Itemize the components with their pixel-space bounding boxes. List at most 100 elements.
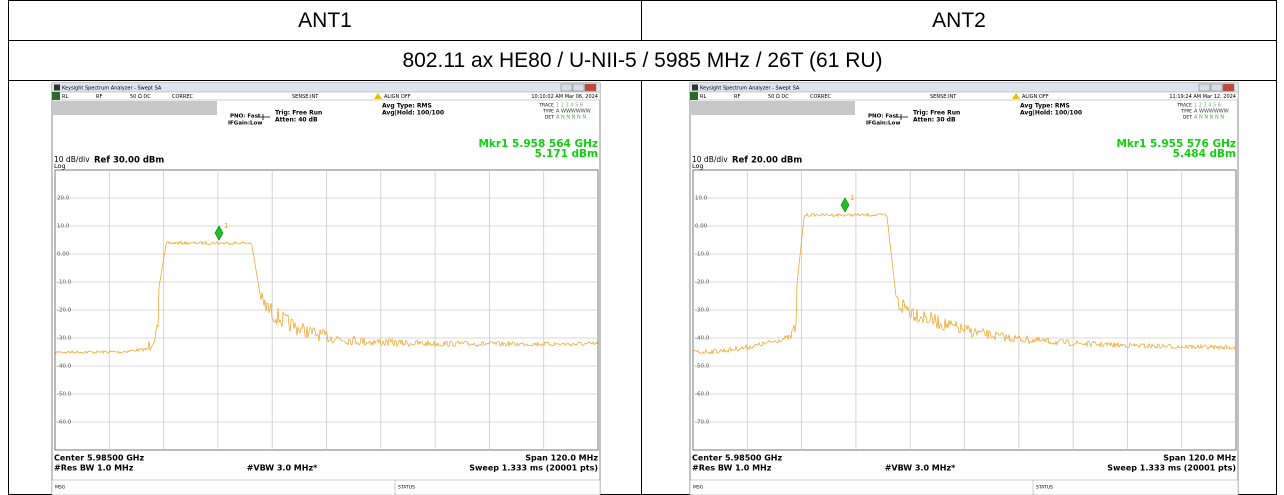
marker-diamond — [214, 225, 224, 241]
window-button — [1210, 83, 1223, 92]
y-tick-label: -10.0 — [695, 252, 710, 258]
window-button — [1222, 83, 1235, 92]
screen-text: Ref 20.00 dBm — [732, 156, 802, 166]
screen-text: SENSE:INT — [930, 94, 957, 100]
app-icon — [692, 84, 698, 91]
screen-text: TRACE — [538, 103, 554, 109]
screen-text: RL — [62, 94, 68, 100]
window-button — [1198, 83, 1211, 92]
marker-id: 1 — [850, 194, 854, 202]
screen-text: 10 dB/div — [692, 155, 728, 164]
screen-text: 50 Ω DC — [768, 94, 789, 100]
screen-text: Sweep 1.333 ms (20001 pts) — [1107, 464, 1236, 473]
screen-text: Avg Type: RMS — [382, 103, 432, 110]
y-tick-label: 0.00 — [695, 224, 708, 230]
y-tick-label: -50.0 — [57, 392, 72, 398]
screen-text: Trig: Free Run — [275, 110, 322, 117]
screen-text: A WWWWWW — [1194, 109, 1229, 115]
screen-text: Log — [692, 162, 704, 170]
app-icon — [54, 84, 60, 91]
analyzer-screen: Keysight Spectrum Analyzer - Swept SA RL R… — [689, 82, 1239, 495]
screen-text: DET — [545, 115, 554, 121]
screen-text: Span 120.0 MHz — [1163, 454, 1236, 463]
marker-id: 1 — [224, 222, 228, 230]
y-tick-label: -10.0 — [57, 280, 72, 286]
y-tick-label: -40.0 — [57, 364, 72, 370]
trig-icon — [257, 114, 270, 120]
rl-box — [52, 92, 60, 100]
screen-text: A WWWWWW — [556, 109, 591, 115]
screen-text: #VBW 3.0 MHz* — [247, 464, 318, 473]
screen-text: #Res BW 1.0 MHz — [692, 464, 772, 473]
y-tick-label: -30.0 — [695, 308, 710, 314]
status-bar — [689, 479, 1239, 495]
window-title: Keysight Spectrum Analyzer - Swept SA — [700, 86, 800, 92]
screen-text: 50 Ω DC — [130, 94, 151, 100]
screen-text: Log — [54, 162, 66, 170]
warning-icon — [374, 93, 382, 99]
y-tick-label: 10.0 — [695, 196, 708, 202]
screen-text: Mkr1 5.958 564 GHz — [478, 138, 598, 150]
y-tick-label: -50.0 — [695, 364, 710, 370]
screen-text: RF — [734, 94, 740, 100]
screen-text: STATUS — [398, 485, 415, 491]
window-title: Keysight Spectrum Analyzer - Swept SA — [62, 86, 162, 92]
screen-text: SENSE:INT — [292, 94, 319, 100]
trace — [692, 212, 1237, 355]
window-button — [584, 83, 597, 92]
screen-text: Center 5.98500 GHz — [54, 454, 144, 463]
screen-text: Mkr1 5.955 576 GHz — [1116, 138, 1236, 150]
screen-text: 1 2 3 4 5 6 — [1194, 103, 1221, 109]
screen-text: A N N N N N — [1194, 115, 1224, 121]
y-tick-label: 10.0 — [57, 224, 70, 230]
screen-text: RF — [96, 94, 102, 100]
y-tick-label: -60.0 — [57, 420, 72, 426]
screen-text: CORREC — [172, 94, 194, 100]
y-tick-label: -20.0 — [695, 280, 710, 286]
y-tick-label: 0.00 — [57, 252, 70, 258]
screen-text: #VBW 3.0 MHz* — [885, 464, 956, 473]
screen-text: ALIGN OFF — [1022, 94, 1049, 100]
y-tick-label: -20.0 — [57, 308, 72, 314]
window-button — [560, 83, 573, 92]
title-bar — [52, 83, 600, 92]
title-bar — [690, 83, 1238, 92]
input-box — [690, 101, 855, 115]
window-button — [572, 83, 585, 92]
screen-text: 1 2 3 4 5 6 — [556, 103, 583, 109]
screen-text: Avg Type: RMS — [1020, 103, 1070, 110]
screen-text: CORREC — [810, 94, 832, 100]
screen-text: Atten: 30 dB — [913, 117, 956, 124]
screen-text: IFGain:Low — [228, 121, 262, 127]
screen-text: 5.171 dBm — [535, 148, 598, 160]
warning-icon — [1012, 93, 1020, 99]
screen-text: Ref 30.00 dBm — [94, 156, 164, 166]
status-bar — [51, 479, 601, 495]
screen-text: Avg|Hold: 100/100 — [382, 110, 444, 117]
marker-diamond — [840, 197, 850, 213]
y-tick-label: -60.0 — [695, 392, 710, 398]
screen-text: 10:10:02 AM Mar 06, 2024 — [531, 94, 598, 100]
screen-text: Avg|Hold: 100/100 — [1020, 110, 1082, 117]
rl-box — [690, 92, 698, 100]
screen-text: Sweep 1.333 ms (20001 pts) — [469, 464, 598, 473]
screen-text: DET — [1183, 115, 1192, 121]
screen-text: A N N N N N — [556, 115, 586, 121]
screen-text: MSG — [693, 485, 704, 491]
screen-text: IFGain:Low — [866, 121, 900, 127]
screen-text: 10 dB/div — [54, 155, 90, 164]
analyzer-screen: Keysight Spectrum Analyzer - Swept SA RL R… — [51, 82, 601, 495]
screen-text: STATUS — [1036, 485, 1053, 491]
screen-text: Trig: Free Run — [913, 110, 960, 117]
screen-text: 11:19:24 AM Mar 12, 2024 — [1169, 94, 1236, 100]
screen-text: TYPE — [542, 109, 554, 115]
screen-text: MSG — [55, 485, 66, 491]
y-tick-label: -40.0 — [695, 336, 710, 342]
screen-text: RL — [700, 94, 706, 100]
screen-text: 5.484 dBm — [1173, 148, 1236, 160]
screen-text: Center 5.98500 GHz — [692, 454, 782, 463]
screen-text: TRACE — [1176, 103, 1192, 109]
screen-text: Atten: 40 dB — [275, 117, 318, 124]
input-box — [52, 101, 217, 115]
